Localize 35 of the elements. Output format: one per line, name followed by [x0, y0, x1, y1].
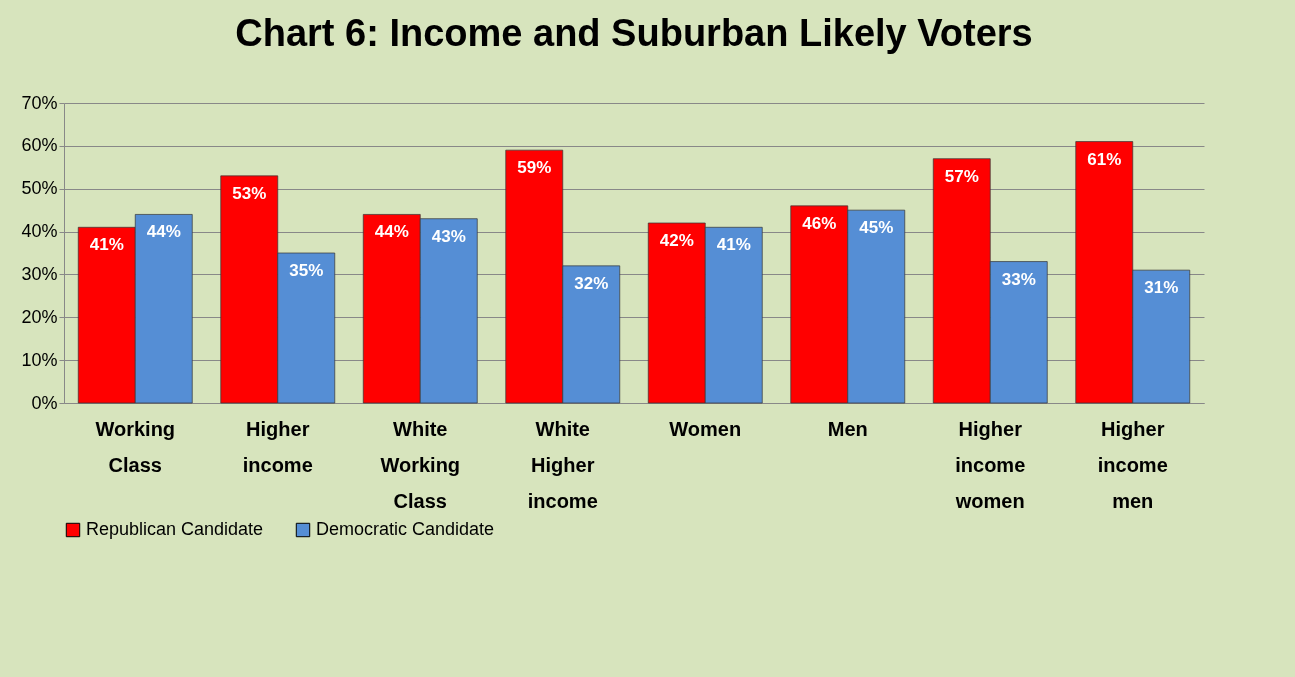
data-label: 32%: [574, 273, 609, 293]
chart-title: Chart 6: Income and Suburban Likely Voters: [235, 12, 1033, 54]
data-label: 46%: [802, 213, 837, 233]
x-tick-label: Working Class: [95, 417, 176, 476]
data-label: 41%: [716, 235, 751, 255]
x-tick-label: Men: [827, 417, 868, 440]
legend-label: Republican Candidate: [86, 519, 264, 539]
data-label: 35%: [289, 261, 324, 280]
data-label: 43%: [431, 226, 466, 246]
x-tick-label: Higher income men: [1097, 417, 1168, 512]
data-label: 44%: [146, 222, 181, 242]
y-tick-label: 40%: [21, 221, 58, 242]
data-label: 41%: [89, 235, 124, 255]
y-tick-label: 30%: [21, 263, 58, 284]
y-tick-label: 50%: [21, 178, 58, 199]
data-label: 57%: [944, 166, 979, 186]
data-label: 31%: [1144, 278, 1179, 298]
data-label: 42%: [659, 231, 694, 250]
y-tick-label: 20%: [21, 306, 58, 327]
x-tick-label: Women: [669, 417, 742, 440]
x-tick-label: White Working Class: [380, 417, 461, 512]
legend-label: Democratic Candidate: [316, 519, 495, 539]
data-label: 33%: [1001, 269, 1036, 289]
data-label: 53%: [232, 183, 267, 203]
data-label: 44%: [374, 222, 409, 242]
y-tick-label: 10%: [21, 349, 58, 370]
x-tick-label: Higher income: [242, 417, 313, 476]
y-tick-label: 70%: [21, 92, 58, 113]
data-label: 59%: [517, 158, 552, 178]
data-label: 61%: [1087, 149, 1122, 169]
x-tick-label: White Higher income: [527, 417, 598, 512]
y-tick-label: 0%: [31, 392, 58, 413]
data-label: 45%: [859, 218, 894, 238]
y-tick-label: 60%: [21, 135, 58, 156]
x-tick-label: Higher income women: [954, 417, 1026, 512]
